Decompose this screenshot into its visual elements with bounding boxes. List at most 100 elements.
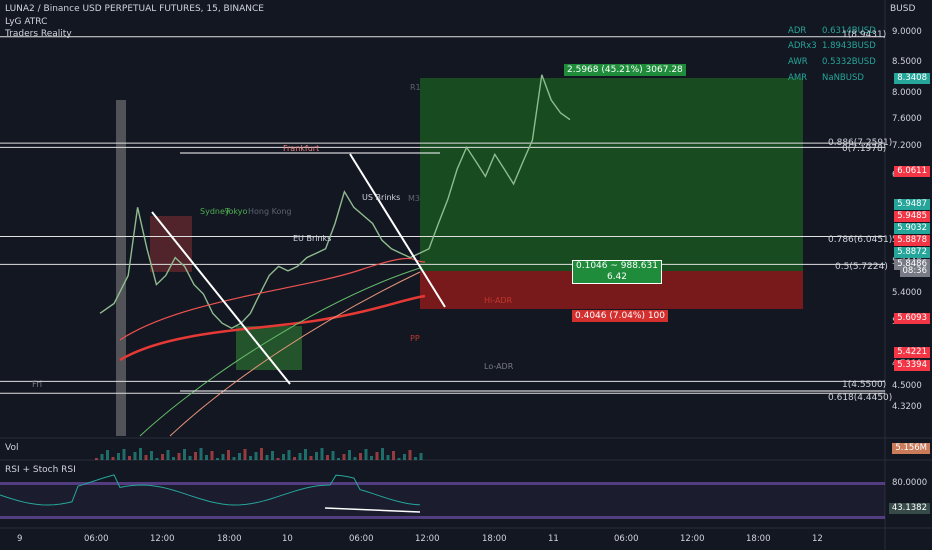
currency-label: BUSD (890, 4, 916, 14)
day-label-fri: Fri (32, 380, 43, 390)
volume-bar (271, 451, 274, 460)
y-tick-label: 5.4000 (892, 288, 922, 298)
y-tick-label: 8.0000 (892, 87, 922, 98)
profit-label: 2.5968 (45.21%) 3067.28 (564, 64, 686, 76)
volume-bar (139, 448, 142, 460)
price-series-line (99, 74, 571, 329)
volume-bar (386, 455, 390, 460)
x-tick-label: 18:00 (482, 534, 507, 544)
rsi-trend-line (324, 507, 421, 513)
pivot-pp: PP (410, 334, 420, 343)
entry-label-line2: 6.42 (606, 272, 628, 282)
price-label-badge: 5.8872 (894, 247, 930, 258)
volume-bar (403, 454, 406, 460)
rsi-line (0, 474, 421, 506)
pivot-m3: M3 (408, 194, 420, 203)
stat-amr-value: NaNBUSD (822, 73, 864, 83)
x-tick-label: 12:00 (150, 534, 175, 544)
price-label-badge: 5.6093 (894, 313, 930, 324)
volume-bar (249, 456, 252, 460)
volume-bar (298, 453, 302, 460)
indicator-lyg-atrc[interactable]: LyG ATRC (5, 17, 48, 27)
entry-label: 0.1046 ~ 988.631 6.42 (572, 260, 662, 284)
level-label: 0(7.1978) (842, 144, 887, 154)
volume-bar (254, 452, 258, 460)
y-tick-label: 8.5000 (892, 56, 922, 67)
session-frankfurt: Frankfurt (283, 144, 320, 153)
session-us-brinks: US Brinks (362, 193, 401, 202)
volume-bar (276, 458, 280, 460)
y-tick-label: 7.6000 (892, 113, 922, 124)
vol-pane-label[interactable]: Vol (5, 443, 19, 453)
level-label: 0.5(5.7224) (835, 262, 888, 272)
volume-bar (133, 452, 137, 460)
volume-bar (155, 458, 159, 460)
vol-value-label: 5.156M (892, 443, 930, 454)
volume-bar (375, 452, 379, 460)
volume-bar (227, 450, 230, 460)
price-label-badge: 6.0611 (894, 166, 930, 177)
stat-adr-label: ADR (788, 26, 807, 36)
volume-bar (177, 453, 181, 460)
volume-bar (216, 458, 219, 460)
volume-bar (106, 450, 109, 460)
stat-adrx3-value: 1.8943BUSD (822, 41, 876, 51)
x-tick-label: 11 (548, 534, 559, 544)
moving-average-line (169, 271, 421, 437)
price-label-badge: 8.3408 (894, 73, 930, 84)
price-label-badge: 5.8878 (894, 235, 930, 246)
volume-bar (342, 454, 346, 460)
volume-bar (144, 455, 148, 460)
volume-bar (221, 454, 225, 460)
volume-bar (397, 458, 401, 460)
volume-bar (210, 451, 214, 460)
price-label-badge: 5.9485 (894, 211, 930, 222)
volume-bar (419, 453, 423, 460)
volume-bar (111, 457, 115, 460)
moving-average-line (119, 257, 426, 341)
trend-line (151, 211, 291, 385)
volume-bar (232, 457, 236, 460)
y-tick-label: 7.2000 (892, 141, 922, 152)
stat-awr-value: 0.5332BUSD (822, 57, 876, 67)
volume-bar (282, 454, 285, 460)
pivot-lo-adr: Lo-ADR (484, 362, 514, 371)
rsi-tick: 80.0000 (892, 478, 928, 488)
volume-bar (183, 449, 186, 460)
profit-zone (420, 78, 803, 271)
volume-bar (392, 451, 395, 460)
session-hongkong: Hong Kong (248, 207, 292, 216)
x-tick-label: 12:00 (680, 534, 705, 544)
volume-bar (337, 458, 340, 460)
x-tick-label: 18:00 (217, 534, 242, 544)
stat-adr-value: 0.6314BUSD (822, 26, 876, 36)
x-tick-label: 06:00 (349, 534, 374, 544)
y-tick-label: 9.0000 (892, 27, 922, 38)
volume-bar (95, 458, 98, 460)
session-eu-brinks: EU Brinks (293, 234, 332, 243)
rsi-value-label: 43.1382 (888, 503, 930, 514)
session-zone (236, 326, 302, 370)
level-label: 0.786(6.0451) (828, 235, 893, 245)
x-tick-label: 10 (282, 534, 293, 544)
level-label: 1(8.9431) (842, 30, 887, 40)
price-label-badge: 5.8486 (894, 259, 930, 270)
indicator-traders-reality[interactable]: Traders Reality (5, 29, 72, 39)
pivot-hi-adr: Hi-ADR (484, 296, 513, 305)
price-label-badge: 5.4221 (894, 347, 930, 358)
volume-bar (188, 456, 192, 460)
volume-bar (364, 449, 368, 460)
volume-bar (370, 456, 373, 460)
volume-bar (353, 457, 357, 460)
volume-bar (287, 450, 291, 460)
volume-bar (359, 453, 362, 460)
x-tick-label: 12:00 (415, 534, 440, 544)
level-label: 0.618(4.4450) (828, 393, 893, 403)
volume-bar (260, 448, 263, 460)
rsi-pane-label[interactable]: RSI + Stoch RSI (5, 465, 76, 475)
volume-bar (326, 455, 329, 460)
volume-bar (315, 452, 318, 460)
x-tick-label: 06:00 (84, 534, 109, 544)
volume-bar (309, 456, 313, 460)
